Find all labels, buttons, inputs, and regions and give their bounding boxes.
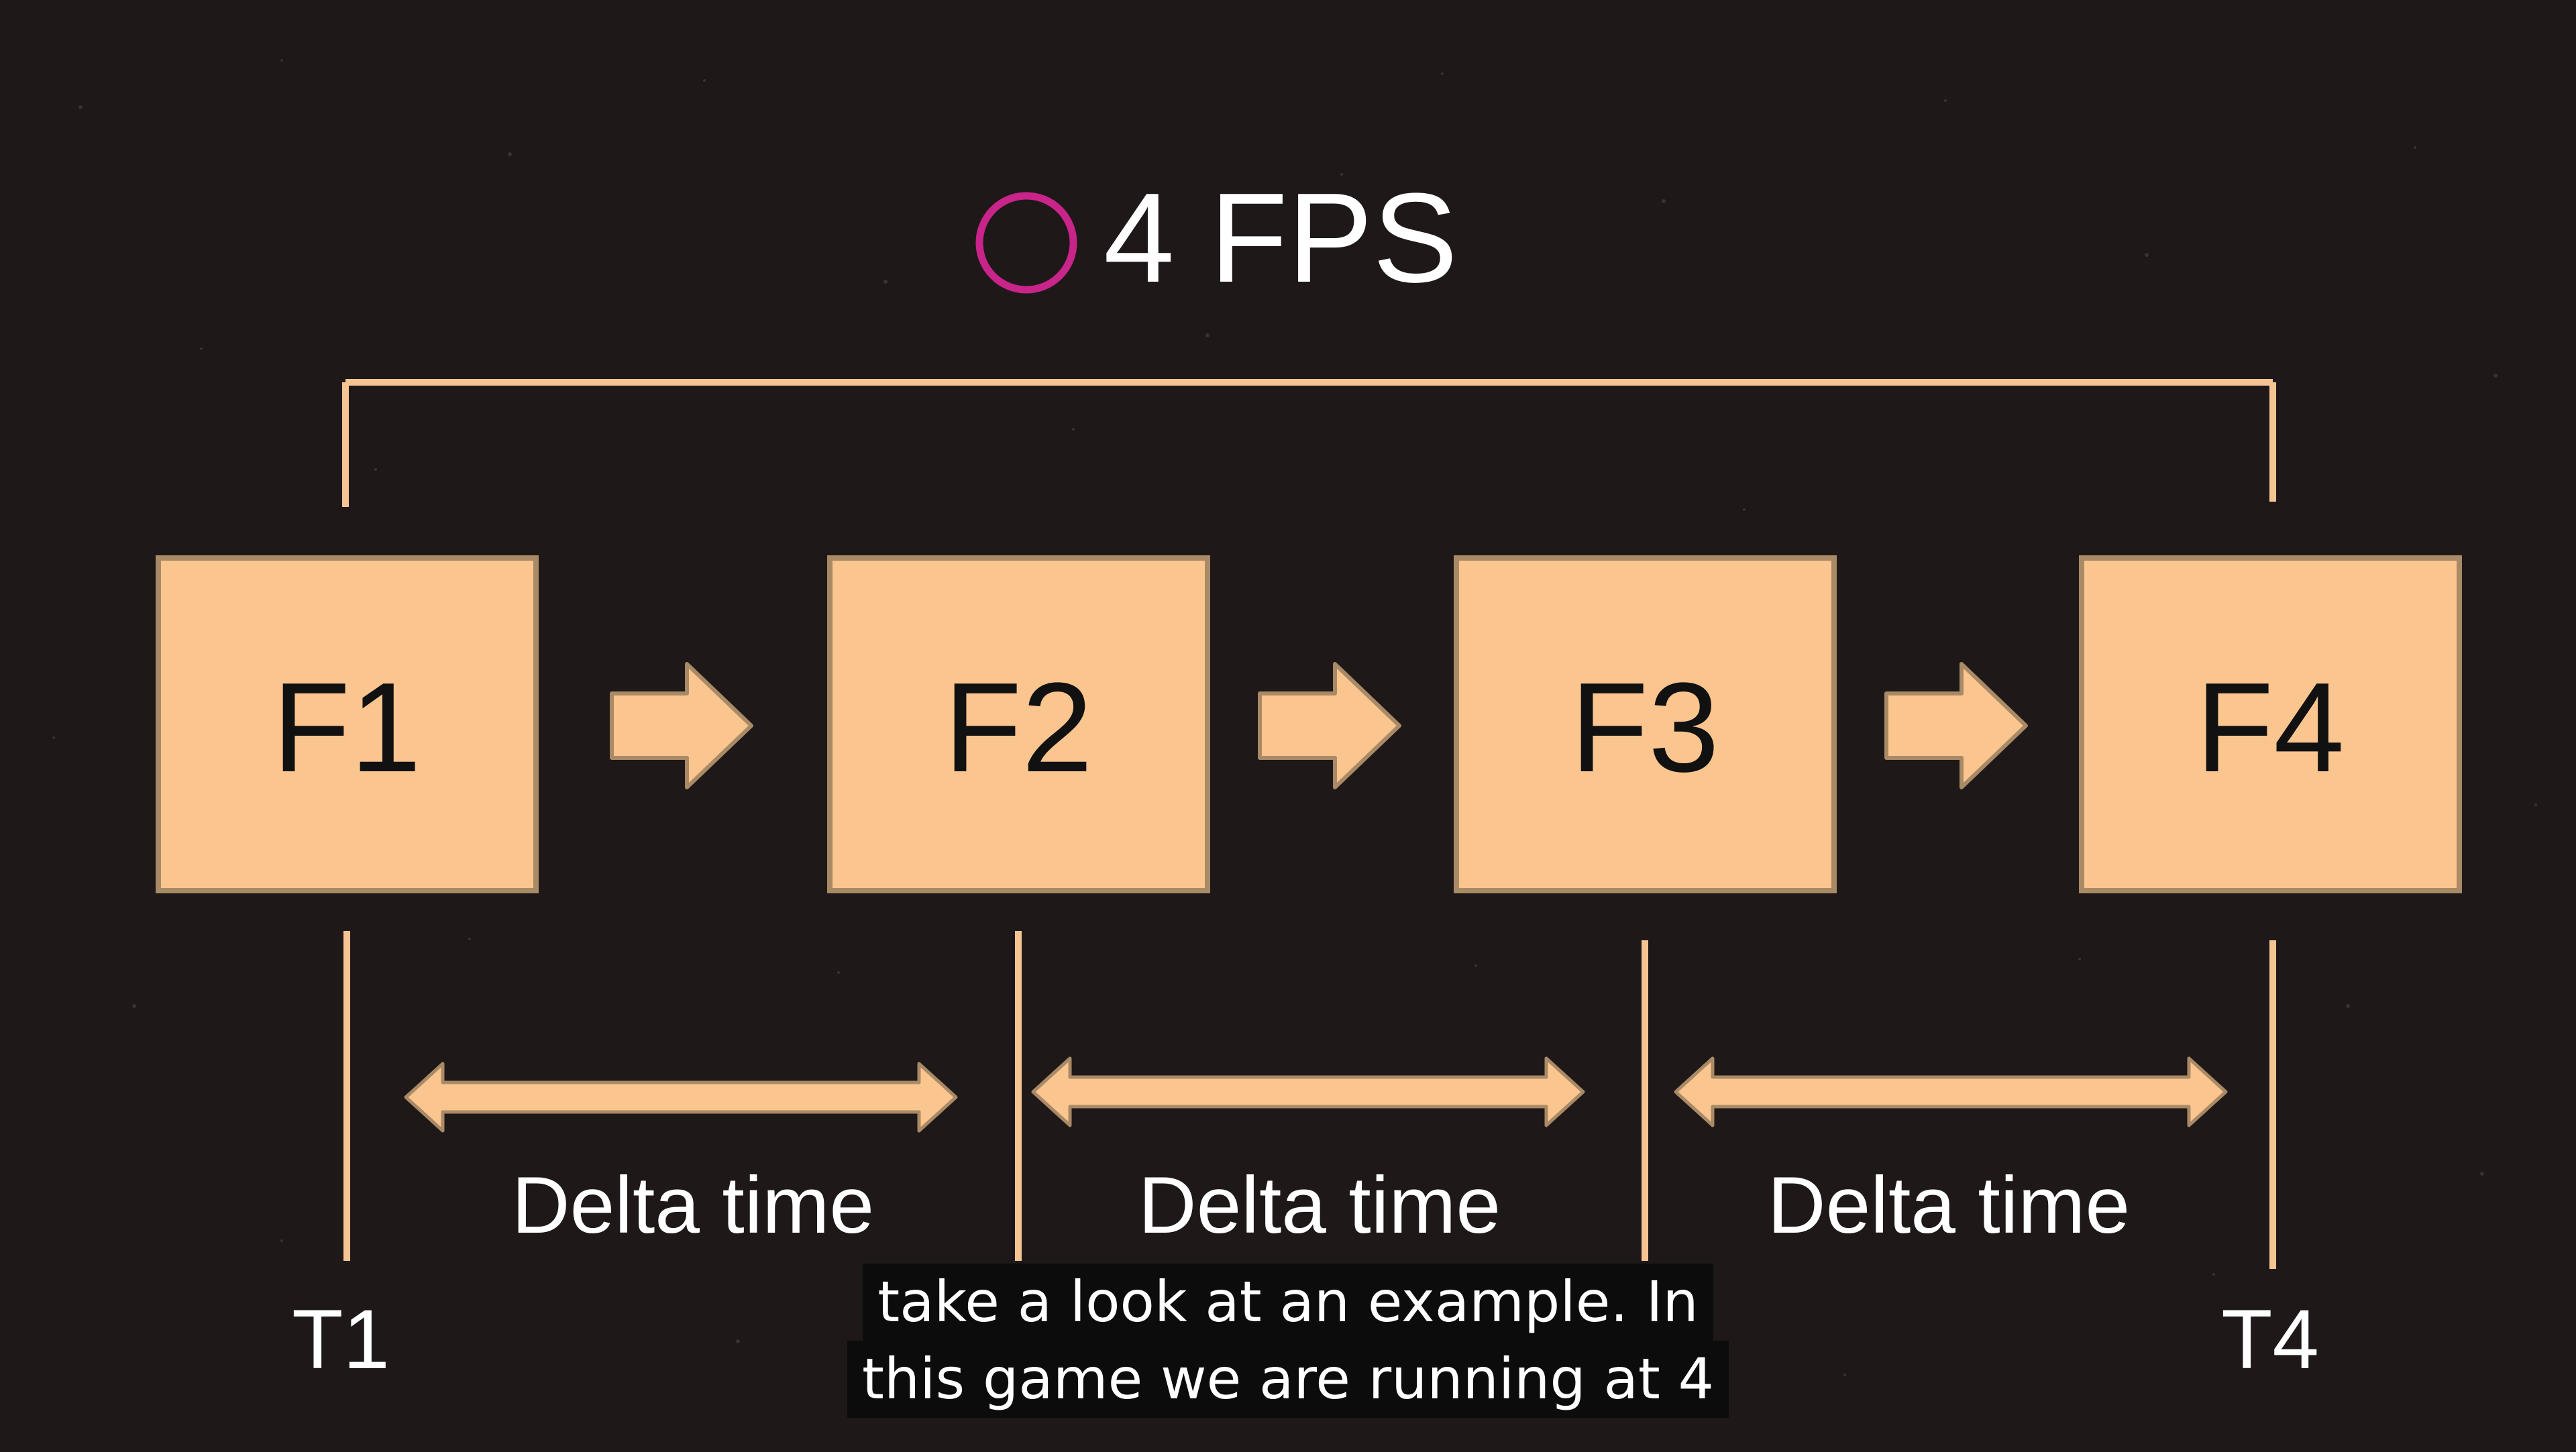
circle-icon — [975, 192, 1077, 294]
frame-label: F3 — [1570, 657, 1719, 799]
frame-label: F1 — [272, 657, 421, 799]
double-arrow-icon — [1674, 1056, 2228, 1127]
right-arrow-icon — [1258, 662, 1401, 789]
subtitle-caption: take a look at an example. In this game … — [0, 1264, 2576, 1418]
frame-box-f1: F1 — [156, 555, 539, 893]
delta-time-label: Delta time — [1138, 1160, 1501, 1250]
fps-label: 4 FPS — [1104, 167, 1458, 309]
frame-box-f2: F2 — [827, 555, 1210, 893]
double-arrow-icon — [1031, 1056, 1585, 1127]
subtitle-line: take a look at an example. In — [863, 1264, 1713, 1341]
background-speckles — [52, 59, 2537, 1376]
delta-time-label: Delta time — [512, 1160, 874, 1250]
timestamp-t1: T1 — [292, 1293, 390, 1386]
timeline-ticks — [343, 931, 2276, 1269]
frame-label: F2 — [944, 657, 1093, 799]
frame-box-f3: F3 — [1454, 555, 1837, 893]
subtitle-line: this game we are running at 4 — [847, 1341, 1729, 1418]
double-arrow-icon — [404, 1062, 958, 1133]
right-arrow-icon — [1884, 662, 2028, 789]
delta-time-label: Delta time — [1768, 1160, 2130, 1250]
top-bracket — [342, 379, 2276, 507]
frame-label: F4 — [2196, 657, 2345, 799]
right-arrow-icon — [610, 662, 753, 789]
frame-box-f4: F4 — [2079, 555, 2462, 893]
timestamp-t4: T4 — [2221, 1293, 2319, 1386]
